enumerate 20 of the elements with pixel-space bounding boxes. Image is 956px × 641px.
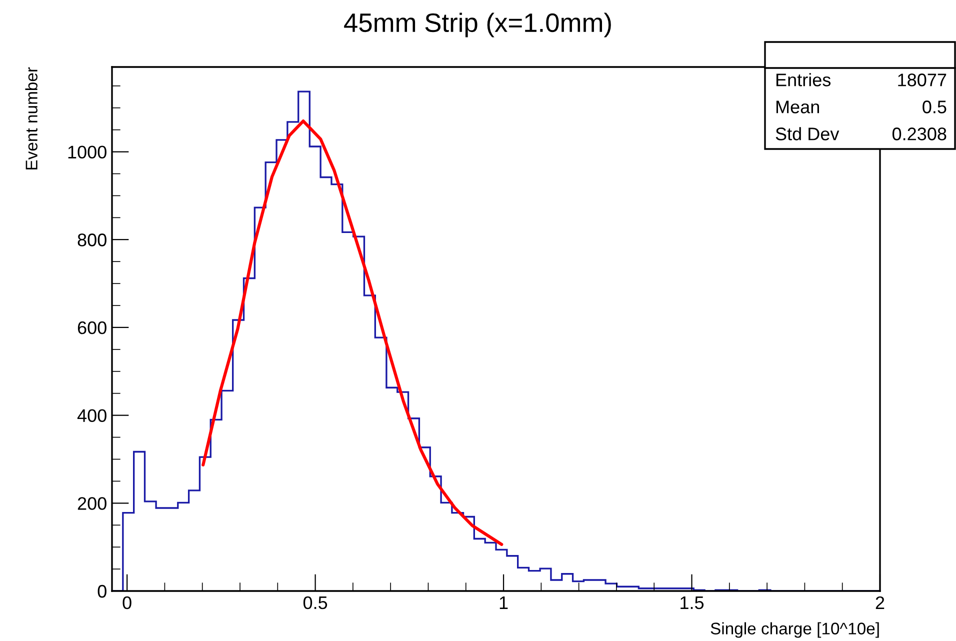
text: 0.5 [922,100,946,114]
x-tick-label: 0 [122,596,132,610]
annotation: Std Dev [776,127,840,140]
annotation: Mean [776,100,819,114]
x-tick-label: 2 [876,596,884,609]
x-axis-title: Single charge [10^10e] [710,622,879,638]
text: 18077 [898,74,946,86]
y-tick-label: 1000 [68,146,106,158]
x-tick-label: 1 [500,596,508,609]
text: 0.2308 [892,128,946,140]
y-tick-label: 200 [78,497,106,510]
y-tick-label: 800 [78,234,106,246]
y-axis-title: Event number [25,67,38,170]
x-tick-label: 0.5 [303,596,328,610]
y-tick-label: 600 [78,321,106,334]
y-tick-label: 0 [98,584,106,598]
annotation: Entries [776,73,831,86]
chart-title: 45mm Strip (x=1.0mm) [344,12,611,38]
x-tick-label: 1.5 [680,596,704,610]
y-tick-label: 400 [77,409,106,422]
